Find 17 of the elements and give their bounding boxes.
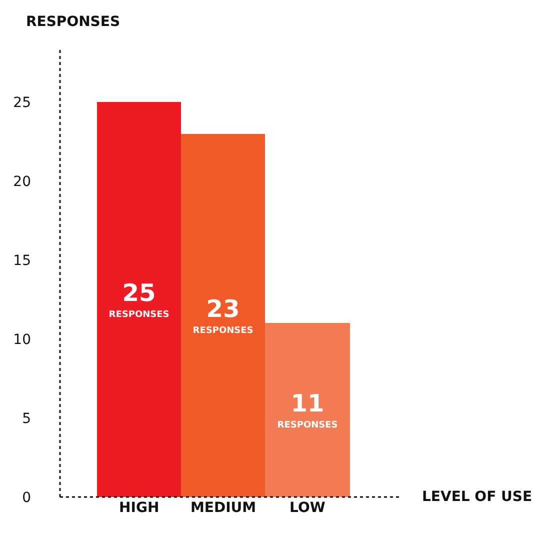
y-axis-title: RESPONSES [26,14,120,30]
x-tick-label: LOW [290,500,326,516]
data-label: 25 RESPONSES [108,279,170,320]
y-tick-label: 15 [13,252,31,269]
bar [265,323,350,497]
data-label: 23 RESPONSES [192,295,254,336]
y-tick-label: 20 [13,174,31,190]
x-axis-title: LEVEL OF USE [422,489,532,505]
x-tick-label: HIGH [119,500,160,516]
y-tick-label: 0 [22,490,31,506]
x-tick-label: MEDIUM [190,500,256,516]
bar [181,134,265,497]
y-tick-label: 5 [22,410,31,427]
y-tick-label: 25 [13,95,31,112]
data-label: 11 RESPONSES [277,390,338,430]
bar [97,102,181,497]
y-tick-label: 10 [13,332,31,348]
